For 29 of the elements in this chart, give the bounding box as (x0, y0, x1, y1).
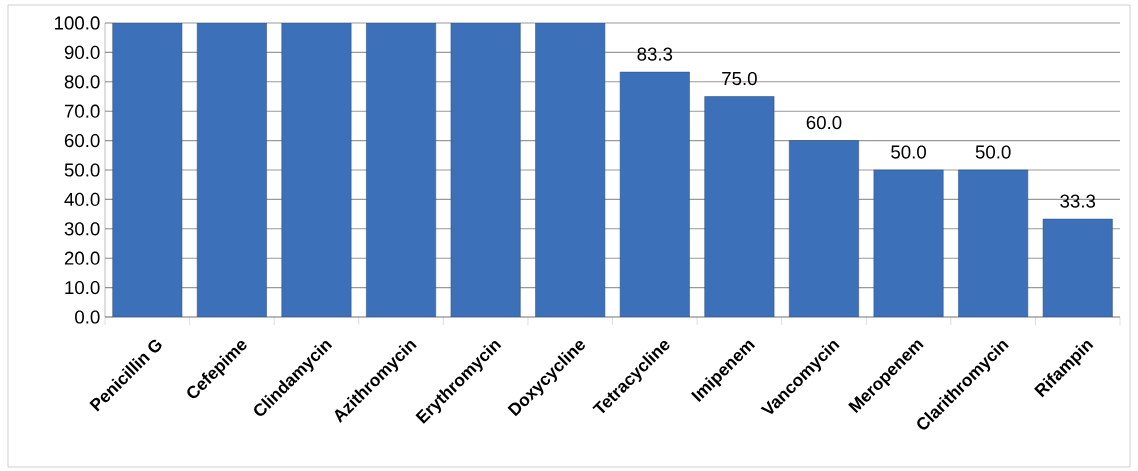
bar (196, 23, 267, 317)
data-label: 60.0 (806, 115, 842, 130)
bar (619, 71, 690, 317)
data-label: 50.0 (975, 145, 1011, 159)
y-tick-label: 40.0 (64, 192, 100, 207)
y-tick-label: 70.0 (64, 104, 100, 118)
bar (366, 23, 436, 317)
data-label: 33.3 (1060, 194, 1096, 208)
y-tick-label: 0.0 (75, 310, 100, 324)
bar (873, 169, 944, 317)
bar (281, 23, 352, 317)
y-tick-label: 80.0 (64, 75, 100, 89)
data-label: 75.0 (722, 71, 757, 86)
y-tick-label: 90.0 (64, 45, 100, 60)
y-tick-label: 20.0 (64, 251, 100, 265)
bar (789, 140, 859, 317)
bar (1042, 218, 1113, 317)
data-label: 50.0 (891, 145, 926, 159)
bar (704, 96, 775, 317)
data-label: 83.3 (637, 47, 673, 61)
bar (535, 23, 606, 317)
y-tick-label: 50.0 (64, 163, 100, 177)
bar (958, 169, 1029, 317)
y-tick-label: 30.0 (64, 222, 100, 236)
y-tick-label: 10.0 (65, 280, 100, 295)
bar (450, 23, 521, 317)
bar (112, 23, 183, 317)
y-tick-label: 100.0 (55, 16, 100, 30)
y-tick-label: 60.0 (64, 133, 100, 148)
